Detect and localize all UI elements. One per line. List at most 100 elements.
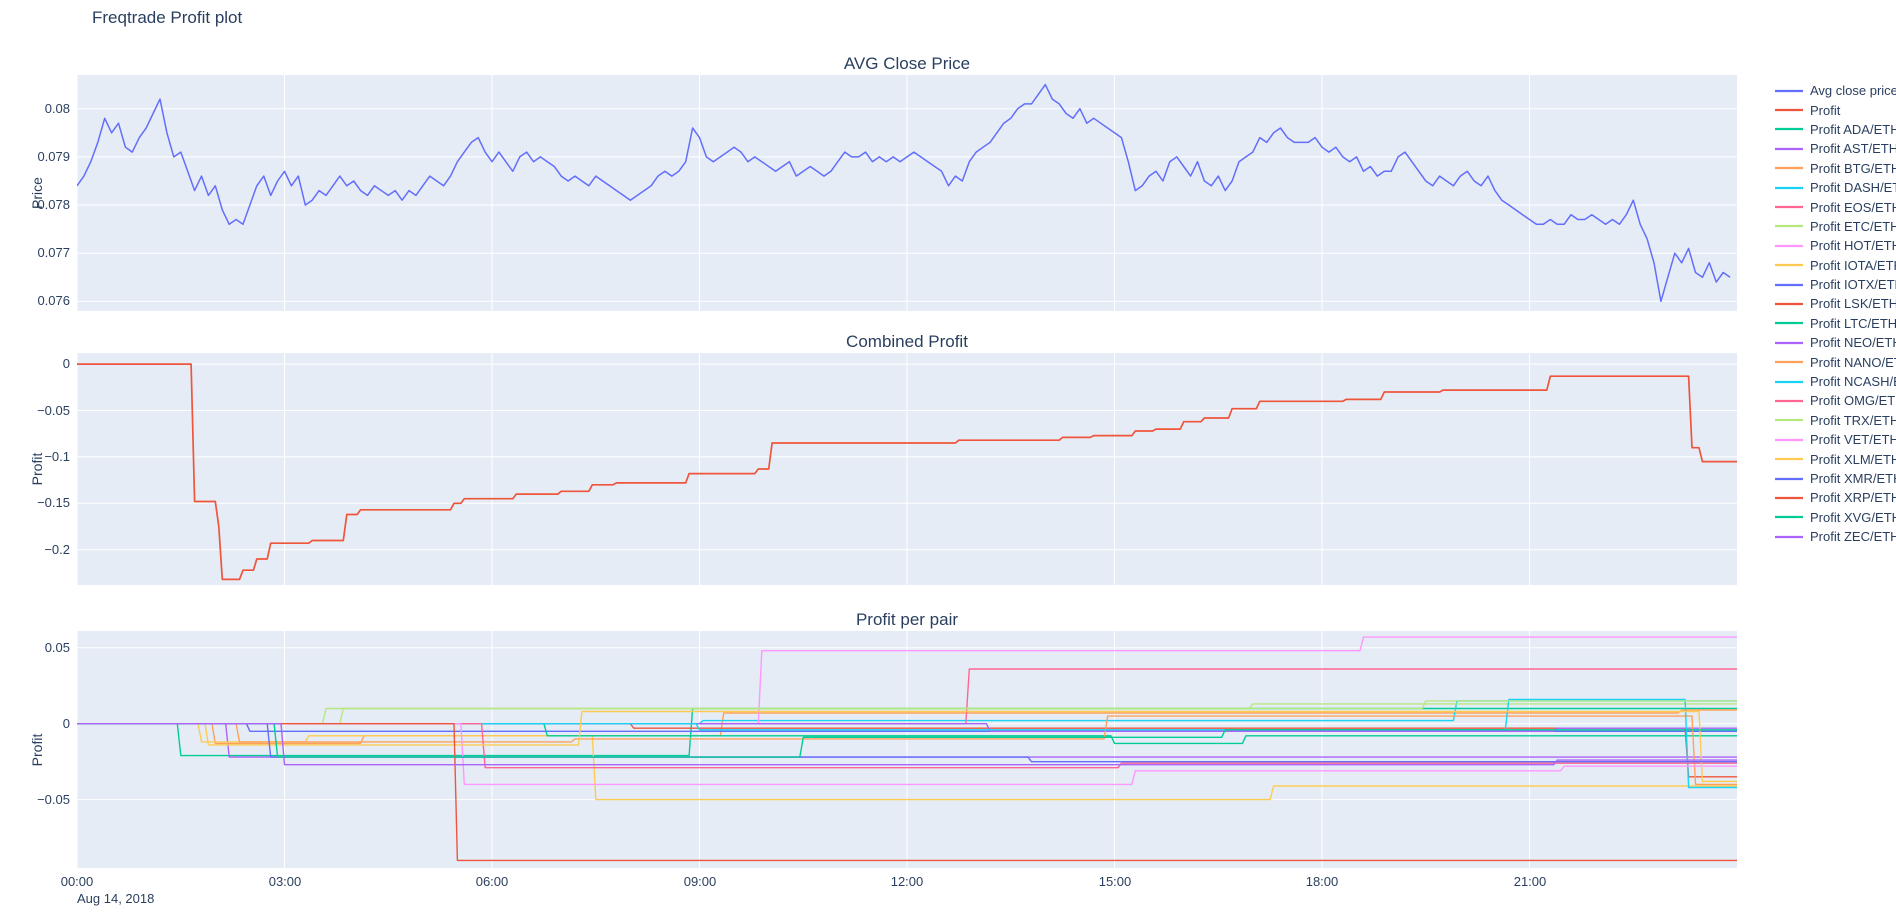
legend-item[interactable]: Profit XVG/ETH — [1774, 508, 1896, 527]
legend-item[interactable]: Profit ADA/ETH — [1774, 120, 1896, 139]
y-tick-label: −0.2 — [44, 542, 70, 557]
legend-item[interactable]: Profit LTC/ETH — [1774, 314, 1896, 333]
legend-item[interactable]: Profit AST/ETH — [1774, 139, 1896, 158]
legend-label: Profit LSK/ETH — [1810, 296, 1896, 312]
legend-line-swatch — [1775, 186, 1803, 189]
legend-item[interactable]: Profit ZEC/ETH — [1774, 527, 1896, 546]
legend-item[interactable]: Profit — [1774, 100, 1896, 119]
legend-line-swatch — [1775, 225, 1803, 228]
legend-item[interactable]: Profit IOTX/ETH — [1774, 275, 1896, 294]
legend-label: Profit NANO/ETH — [1810, 354, 1896, 370]
legend-item[interactable]: Profit OMG/ETH — [1774, 391, 1896, 410]
legend-line-swatch — [1775, 264, 1803, 267]
y-tick-label: 0.076 — [37, 293, 70, 308]
series-profit-ncash-eth[interactable] — [77, 698, 1737, 789]
legend-label: Profit ZEC/ETH — [1810, 529, 1896, 545]
series-avg-close-price[interactable] — [77, 83, 1731, 303]
legend-line-swatch — [1775, 108, 1803, 112]
x-tick-label: 15:00 — [1098, 874, 1132, 889]
y-tick-label: 0 — [62, 716, 70, 731]
series-profit-iota-eth[interactable] — [77, 722, 1737, 801]
series-profit-nano-eth[interactable] — [77, 715, 1737, 786]
y-tick-label: −0.1 — [44, 449, 70, 464]
series-profit-vet-eth[interactable] — [77, 722, 1737, 786]
plot-combined-profit[interactable] — [77, 353, 1737, 585]
legend-item[interactable]: Profit XMR/ETH — [1774, 469, 1896, 488]
legend-label: Profit XVG/ETH — [1810, 509, 1896, 525]
series-profit[interactable] — [77, 363, 1737, 581]
legend-label: Profit DASH/ETH — [1810, 180, 1896, 196]
legend-line-swatch — [1775, 167, 1803, 170]
legend-item[interactable]: Profit XRP/ETH — [1774, 488, 1896, 507]
legend-label: Profit ETC/ETH — [1810, 218, 1896, 234]
legend-label: Profit ADA/ETH — [1810, 121, 1896, 137]
legend-label: Profit NCASH/ETH — [1810, 374, 1896, 390]
plot-avg-close-price[interactable] — [77, 75, 1737, 311]
legend-line-swatch — [1775, 380, 1803, 383]
x-tick-label: 00:00 — [60, 874, 94, 889]
series-profit-ltc-eth[interactable] — [77, 722, 1737, 745]
series-profit-zec-eth[interactable] — [77, 722, 1737, 766]
legend-label: Profit XMR/ETH — [1810, 471, 1896, 486]
y-tick-label: 0 — [62, 356, 70, 371]
series-profit-xvg-eth[interactable] — [77, 722, 1737, 758]
y-tick-label: 0.077 — [37, 245, 70, 260]
x-axis-date-label: Aug 14, 2018 — [77, 891, 155, 906]
legend-line-swatch — [1775, 516, 1803, 519]
chart-title: Combined Profit — [846, 332, 968, 351]
legend-item[interactable]: Profit LSK/ETH — [1774, 294, 1896, 313]
y-tick-label: 0.05 — [44, 640, 70, 655]
legend-line-swatch — [1775, 128, 1803, 131]
legend-item[interactable]: Profit NCASH/ETH — [1774, 372, 1896, 391]
legend-item[interactable]: Profit EOS/ETH — [1774, 197, 1896, 216]
x-tick-label: 03:00 — [268, 874, 302, 889]
legend-label: Profit HOT/ETH — [1810, 238, 1896, 254]
legend-label: Profit TRX/ETH — [1810, 412, 1896, 428]
y-tick-label: −0.05 — [37, 403, 70, 418]
legend-line-swatch — [1775, 283, 1803, 286]
legend-line-swatch — [1775, 361, 1803, 364]
legend-line-swatch — [1775, 438, 1803, 441]
legend-line-swatch — [1775, 244, 1803, 247]
y-axis-title: Profit — [29, 733, 45, 766]
x-tick-label: 21:00 — [1513, 874, 1547, 889]
page-title: Freqtrade Profit plot — [92, 8, 243, 27]
legend-item[interactable]: Profit VET/ETH — [1774, 430, 1896, 449]
legend-item[interactable]: Profit ETC/ETH — [1774, 217, 1896, 236]
chart-title: AVG Close Price — [843, 54, 971, 73]
legend-item[interactable]: Profit TRX/ETH — [1774, 411, 1896, 430]
legend-label: Profit IOTA/ETH — [1810, 257, 1896, 273]
legend-item[interactable]: Profit XLM/ETH — [1774, 449, 1896, 468]
legend-item[interactable]: Avg close price — [1774, 81, 1896, 100]
x-tick-label: 18:00 — [1305, 874, 1339, 889]
legend-item[interactable]: Profit DASH/ETH — [1774, 178, 1896, 197]
plot-profit-per-pair[interactable] — [77, 631, 1737, 868]
legend-line-swatch — [1775, 322, 1803, 325]
legend-item[interactable]: Profit NANO/ETH — [1774, 352, 1896, 371]
legend-item[interactable]: Profit IOTA/ETH — [1774, 256, 1896, 275]
y-axis-title: Profit — [29, 452, 45, 486]
legend: Avg close price Profit Profit ADA/ETH Profi… — [1774, 81, 1896, 546]
legend-item[interactable]: Profit HOT/ETH — [1774, 236, 1896, 255]
legend-line-swatch — [1775, 302, 1803, 306]
legend-line-swatch — [1775, 205, 1803, 209]
x-tick-label: 12:00 — [890, 874, 924, 889]
legend-line-swatch — [1775, 477, 1803, 480]
legend-line-swatch — [1775, 419, 1803, 422]
y-tick-label: −0.15 — [37, 495, 70, 510]
series-profit-neo-eth[interactable] — [77, 722, 1737, 733]
legend-label: Profit OMG/ETH — [1810, 393, 1896, 409]
legend-line-swatch — [1775, 147, 1803, 150]
legend-item[interactable]: Profit BTG/ETH — [1774, 159, 1896, 178]
legend-label: Profit VET/ETH — [1810, 432, 1896, 448]
series-profit-xlm-eth[interactable] — [77, 710, 1737, 783]
legend-label: Profit AST/ETH — [1810, 141, 1896, 157]
legend-label: Profit XRP/ETH — [1810, 490, 1896, 506]
legend-label: Profit BTG/ETH — [1810, 160, 1896, 176]
y-axis-title: Price — [29, 177, 45, 209]
legend-line-swatch — [1775, 535, 1803, 538]
legend-item[interactable]: Profit NEO/ETH — [1774, 333, 1896, 352]
x-tick-label: 06:00 — [475, 874, 509, 889]
legend-label: Profit IOTX/ETH — [1810, 277, 1896, 293]
